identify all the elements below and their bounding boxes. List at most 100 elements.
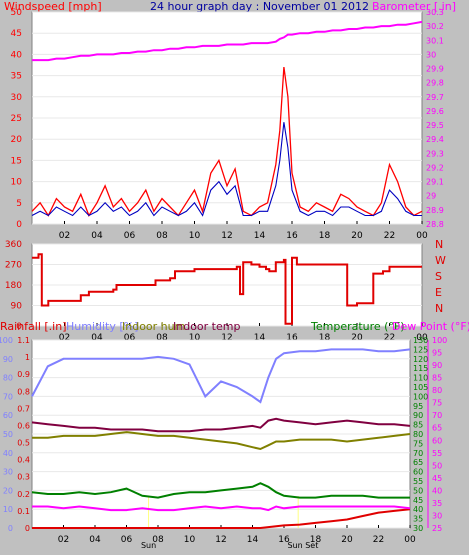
humidity-tick-label: 0 <box>8 524 13 533</box>
rain-tick-label: 1.1 <box>17 336 30 345</box>
temperature-tick-label: 90 <box>413 411 423 420</box>
x-tick-label: 22 <box>384 231 395 241</box>
direction-line <box>32 253 422 325</box>
temperature-tick-label: 85 <box>413 421 423 430</box>
page-title: 24 hour graph day : November 01 2012 <box>150 0 369 13</box>
legend-dewpoint: Dew Point (°F) <box>392 320 469 333</box>
direction-tick-label: 270 <box>5 261 22 271</box>
dewpoint-tick-label: 100 <box>432 336 447 345</box>
barometer-axis-title: Barometer [.in] <box>372 0 456 13</box>
legend-temperature: Temperature (°F) <box>310 320 405 333</box>
x-tick-label: 14 <box>254 333 266 343</box>
x-tick-label: 08 <box>156 231 168 241</box>
wind-average-line <box>31 122 422 217</box>
x-tick-label: 02 <box>59 231 70 241</box>
dewpoint-tick-label: 70 <box>432 411 442 420</box>
x-tick-label: 12 <box>221 333 232 343</box>
x-tick-label: 02 <box>58 535 69 545</box>
x-tick-label: 10 <box>184 535 196 545</box>
compass-label: N <box>435 238 443 251</box>
wind-tick-label: 10 <box>11 178 23 188</box>
rainfall-line <box>32 508 411 529</box>
rain-tick-label: 0.6 <box>17 421 30 430</box>
baro-tick-label: 30 <box>426 50 436 59</box>
compass-label: N <box>435 302 443 315</box>
temperature-tick-label: 110 <box>413 374 428 383</box>
wind-tick-label: 35 <box>11 72 22 82</box>
baro-tick-label: 29.8 <box>426 79 444 88</box>
legend-rainfall: Rainfall [.in] <box>0 320 67 333</box>
x-tick-label: 20 <box>351 333 363 343</box>
x-tick-label: 06 <box>121 535 133 545</box>
indoor-hum-line <box>32 431 411 451</box>
x-tick-label: 00 <box>416 333 428 343</box>
direction-tick-label: 360 <box>5 240 22 250</box>
x-tick-label: 12 <box>215 535 226 545</box>
x-tick-label: 16 <box>286 231 298 241</box>
humidity-tick-label: 40 <box>3 449 13 458</box>
baro-tick-label: 29.3 <box>426 149 444 158</box>
baro-tick-label: 28.8 <box>426 220 444 229</box>
x-tick-label: 04 <box>91 231 103 241</box>
wind-tick-label: 40 <box>11 50 23 60</box>
baro-tick-label: 29.4 <box>426 135 444 144</box>
x-tick-label: 20 <box>341 535 353 545</box>
rain-tick-label: 0.8 <box>17 387 30 396</box>
humidity-tick-label: 100 <box>0 336 13 345</box>
temperature-tick-label: 40 <box>413 505 423 514</box>
rain-tick-label: 0.2 <box>17 490 30 499</box>
wind-tick-label: 20 <box>11 135 23 145</box>
dewpoint-tick-label: 45 <box>432 474 442 483</box>
temperature-tick-label: 80 <box>413 430 423 439</box>
baro-tick-label: 30.2 <box>426 22 444 31</box>
temperature-tick-label: 95 <box>413 402 423 411</box>
humidity-tick-label: 20 <box>3 486 13 495</box>
dewpoint-tick-label: 35 <box>432 499 442 508</box>
legend-indoor-temp: Indoor temp <box>173 320 240 333</box>
baro-tick-label: 29.1 <box>426 178 444 187</box>
dewpoint-tick-label: 85 <box>432 374 442 383</box>
x-tick-label: 22 <box>373 535 384 545</box>
x-tick-label: 10 <box>189 231 201 241</box>
x-tick-label: 22 <box>384 333 395 343</box>
humidity-tick-label: 90 <box>3 355 13 364</box>
windspeed-axis-title: Windspeed [mph] <box>4 0 102 13</box>
rain-tick-label: 1 <box>25 353 30 362</box>
dewpoint-tick-label: 65 <box>432 424 442 433</box>
dewpoint-tick-label: 50 <box>432 461 442 470</box>
legend-humidity: Humidity [%] <box>66 320 138 333</box>
rain-tick-label: 0.5 <box>17 439 30 448</box>
humidity-tick-label: 80 <box>3 374 13 383</box>
sunset-label: Sun Set <box>287 541 318 550</box>
temperature-tick-label: 35 <box>413 515 423 524</box>
temperature-line <box>31 482 410 499</box>
baro-tick-label: 29.2 <box>426 163 444 172</box>
x-tick-label: 04 <box>89 535 101 545</box>
temperature-tick-label: 60 <box>413 468 423 477</box>
dewpoint-tick-label: 55 <box>432 449 442 458</box>
x-tick-label: 12 <box>221 231 232 241</box>
x-tick-label: 16 <box>286 333 298 343</box>
rain-tick-label: 0.9 <box>17 370 30 379</box>
wind-tick-label: 5 <box>16 199 22 209</box>
temperature-tick-label: 100 <box>413 392 428 401</box>
compass-label: W <box>435 254 446 267</box>
direction-tick-label: 180 <box>5 281 22 291</box>
x-tick-label: 08 <box>152 535 164 545</box>
wind-tick-label: 25 <box>11 114 22 124</box>
temperature-tick-label: 55 <box>413 477 423 486</box>
x-tick-label: 18 <box>319 333 331 343</box>
wind-tick-label: 0 <box>16 220 22 230</box>
barometer-line <box>32 20 423 62</box>
baro-tick-label: 29.7 <box>426 93 444 102</box>
sunrise-label: Sun <box>141 541 156 550</box>
temperature-tick-label: 70 <box>413 449 423 458</box>
x-tick-label: 10 <box>189 333 201 343</box>
temp-humidity-chart: 010203040506070809010000.10.20.30.40.50.… <box>0 336 447 550</box>
baro-tick-label: 30.3 <box>426 8 444 17</box>
x-tick-label: 18 <box>319 231 331 241</box>
direction-tick-label: 90 <box>11 302 23 312</box>
dewpoint-tick-label: 95 <box>432 349 442 358</box>
